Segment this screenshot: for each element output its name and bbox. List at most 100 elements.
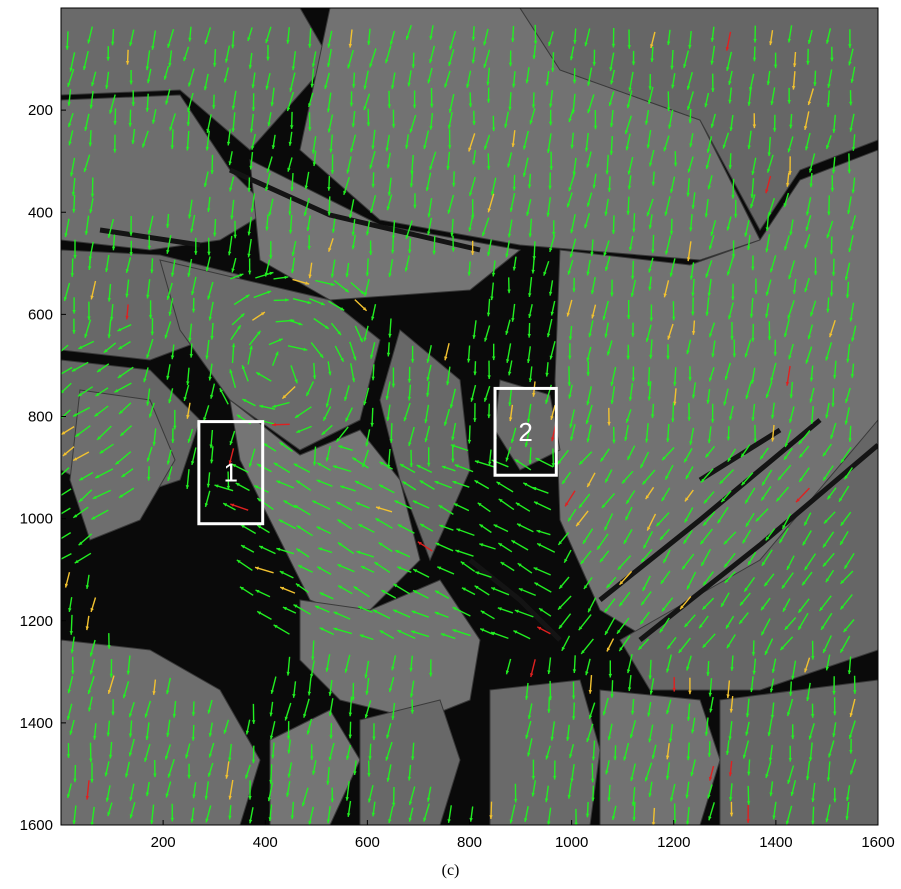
- vector-arrowhead: [170, 272, 175, 277]
- y-tick-label: 1200: [20, 613, 53, 630]
- vector-arrowhead: [471, 36, 476, 41]
- vector-arrowhead: [172, 713, 177, 718]
- vector-arrowhead: [808, 757, 813, 762]
- x-tick-label: 1000: [555, 834, 588, 851]
- vector-arrowhead: [632, 228, 636, 233]
- vector-arrowhead: [648, 738, 652, 743]
- motion-vector: [61, 344, 69, 353]
- vector-arrowhead: [411, 64, 416, 69]
- vector-arrowhead: [153, 773, 157, 778]
- vector-arrowhead: [578, 626, 583, 631]
- vector-arrowhead: [592, 184, 596, 189]
- vector-arrowhead: [230, 215, 234, 220]
- vector-arrowhead: [467, 439, 472, 444]
- vector-arrowhead: [283, 500, 288, 504]
- vector-arrowhead: [186, 122, 191, 126]
- vector-arrowhead: [685, 821, 690, 825]
- x-tick-label: 1400: [759, 834, 792, 851]
- vector-arrowhead: [669, 272, 674, 277]
- vector-arrowhead: [673, 382, 677, 386]
- vector-arrowhead: [266, 56, 270, 61]
- vector-arrowhead: [656, 522, 660, 527]
- vector-arrowhead: [208, 376, 212, 381]
- vector-arrowhead: [89, 104, 93, 109]
- vector-arrowhead: [120, 432, 125, 436]
- vector-arrowhead: [558, 605, 562, 610]
- vector-arrowhead: [661, 497, 665, 502]
- vector-arrowhead: [363, 106, 367, 111]
- vector-arrowhead: [294, 379, 298, 384]
- vector-arrowhead: [119, 494, 123, 498]
- vector-arrowhead: [407, 379, 412, 383]
- vector-arrowhead: [413, 590, 417, 594]
- vector-arrowhead: [391, 124, 396, 128]
- vector-arrowhead: [840, 580, 845, 584]
- vector-arrowhead: [491, 631, 496, 636]
- vector-arrowhead: [765, 394, 770, 398]
- ice-floe: [599, 689, 721, 825]
- vector-arrowhead: [362, 307, 367, 311]
- vector-arrowhead: [811, 798, 815, 803]
- vector-arrowhead: [188, 337, 192, 342]
- vector-arrowhead: [745, 395, 749, 399]
- vector-arrowhead: [427, 462, 431, 467]
- vector-arrowhead: [760, 455, 764, 460]
- vector-arrowhead: [844, 420, 849, 425]
- vector-arrowhead: [508, 62, 513, 67]
- vector-arrowhead: [826, 103, 830, 107]
- vector-arrowhead: [765, 313, 769, 318]
- vector-arrowhead: [240, 524, 245, 529]
- vector-arrowhead: [849, 317, 853, 322]
- vector-arrowhead: [118, 345, 123, 350]
- vector-arrowhead: [251, 145, 255, 150]
- vector-arrowhead: [290, 187, 294, 191]
- vector-arrowhead: [278, 338, 283, 342]
- vector-arrowhead: [315, 605, 320, 609]
- vector-arrowhead: [441, 465, 446, 470]
- vector-arrowhead: [146, 79, 151, 84]
- vector-arrowhead: [532, 487, 537, 491]
- vector-arrowhead: [826, 308, 830, 313]
- vector-arrowhead: [632, 817, 636, 821]
- vector-arrowhead: [509, 207, 514, 212]
- vector-arrowhead: [568, 517, 572, 522]
- vector-arrowhead: [378, 542, 383, 546]
- vector-arrowhead: [764, 582, 768, 587]
- vector-arrowhead: [770, 414, 775, 419]
- vector-arrowhead: [591, 797, 595, 802]
- vector-arrowhead: [267, 122, 271, 127]
- vector-arrowhead: [129, 80, 133, 85]
- vector-arrowhead: [148, 315, 153, 319]
- vector-arrowhead: [515, 502, 520, 507]
- vector-arrowhead: [851, 147, 856, 151]
- vector-arrowhead: [79, 498, 83, 502]
- vector-arrowhead: [212, 105, 216, 109]
- vector-arrowhead: [592, 62, 596, 66]
- vector-arrowhead: [385, 756, 389, 761]
- vector-arrowhead: [488, 461, 492, 466]
- vector-arrowhead: [261, 312, 265, 316]
- vector-arrowhead: [764, 650, 769, 655]
- vector-arrowhead: [528, 460, 532, 464]
- vector-arrowhead: [787, 315, 791, 319]
- vector-arrowhead: [329, 735, 333, 739]
- vector-arrowhead: [343, 190, 347, 195]
- vector-arrowhead: [666, 41, 671, 46]
- vector-arrowhead: [606, 351, 611, 356]
- vector-arrowhead: [606, 584, 611, 588]
- y-tick-label: 200: [28, 102, 53, 119]
- vector-arrowhead: [829, 292, 834, 297]
- vector-arrowhead: [248, 64, 253, 69]
- vector-arrowhead: [515, 459, 519, 463]
- vector-arrowhead: [726, 624, 730, 629]
- vector-arrowhead: [506, 359, 510, 363]
- vector-arrowhead: [789, 231, 793, 236]
- vector-arrowhead: [62, 452, 67, 456]
- vector-arrowhead: [728, 165, 732, 169]
- vector-arrowhead: [61, 431, 66, 435]
- vector-arrowhead: [452, 607, 457, 611]
- vector-arrowhead: [684, 497, 689, 502]
- vector-arrowhead: [579, 504, 583, 508]
- vector-arrowhead: [772, 815, 776, 820]
- vector-arrowhead: [487, 375, 491, 379]
